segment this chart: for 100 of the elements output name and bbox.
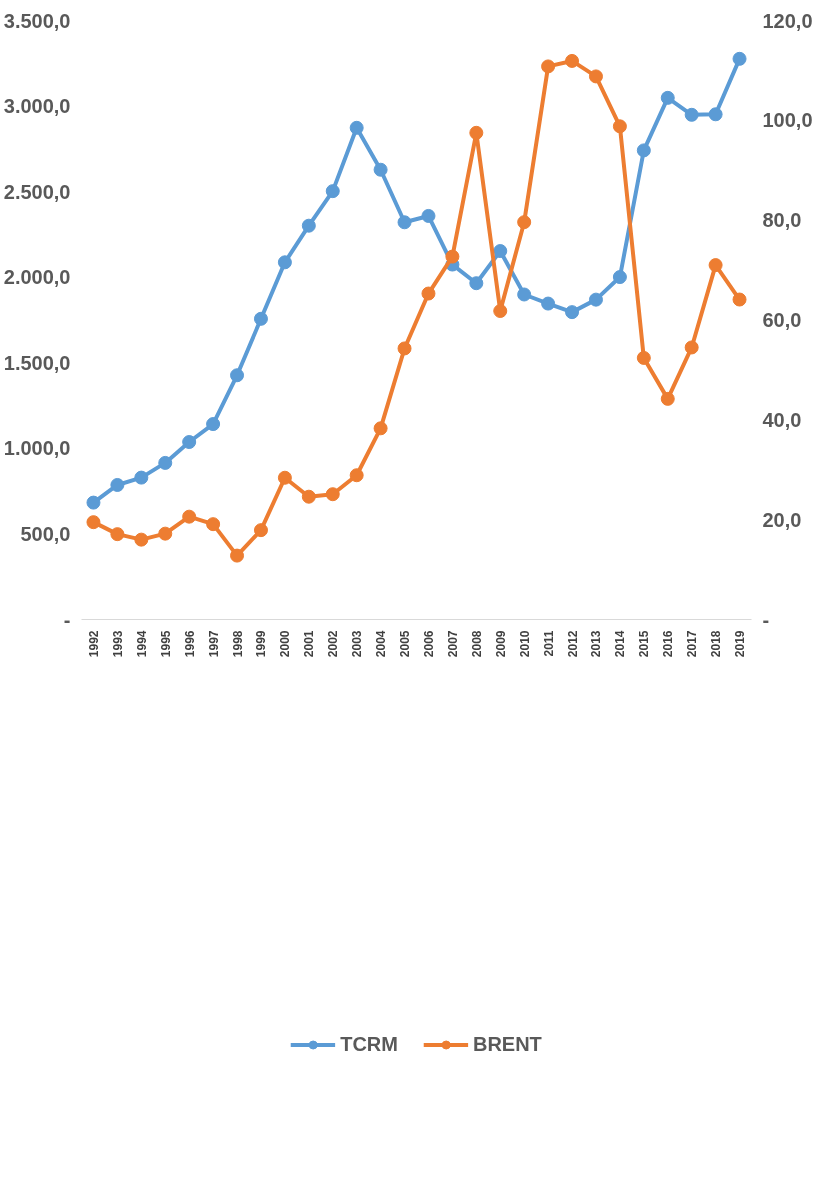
x-tick-label: 2004 [374, 630, 389, 658]
x-tick-label: 2014 [613, 630, 628, 658]
point [684, 340, 699, 355]
point [206, 417, 221, 432]
point [397, 215, 412, 230]
x-tick-label: 2015 [637, 630, 652, 658]
point [708, 107, 723, 122]
point [565, 305, 580, 320]
point [373, 421, 388, 436]
point [732, 51, 747, 66]
point [325, 184, 340, 199]
x-tick-label: 2006 [421, 630, 436, 658]
point [660, 391, 675, 406]
y-tick-label: 3.000,0 [3, 95, 71, 118]
x-tick-label: 2003 [350, 630, 365, 658]
point [277, 255, 292, 270]
y-tick-label: 2.500,0 [3, 180, 71, 203]
x-tick-label: 2009 [493, 630, 508, 658]
point [565, 53, 580, 68]
point [684, 107, 699, 122]
point [158, 526, 173, 541]
point [206, 517, 221, 532]
legend-label: TCRM [340, 1032, 398, 1056]
point [732, 292, 747, 307]
point [493, 304, 508, 318]
y-tick-label: 3.500,0 [3, 9, 71, 32]
x-tick-label: 2000 [278, 630, 293, 658]
point [397, 341, 412, 356]
x-tick-label: 2007 [445, 630, 460, 658]
point [230, 368, 245, 383]
point [636, 143, 651, 158]
point [373, 162, 388, 177]
y2-tick-label: 20,0 [762, 508, 802, 531]
point [349, 468, 364, 483]
x-tick-label: 1992 [86, 630, 101, 658]
x-tick-label: 2016 [661, 630, 676, 658]
y2-tick-label: 40,0 [762, 408, 802, 431]
point [86, 515, 101, 530]
y-tick-label: 500,0 [20, 522, 71, 545]
x-tick-label: 2005 [398, 630, 413, 658]
point [110, 477, 125, 492]
point [134, 532, 149, 547]
point [541, 59, 556, 74]
point [588, 69, 603, 84]
x-tick-label: 2011 [541, 630, 556, 657]
point [421, 286, 436, 301]
point [469, 125, 484, 140]
y-tick-label: - [63, 608, 71, 631]
point [708, 258, 723, 273]
point [182, 509, 197, 524]
point [301, 489, 316, 504]
point [158, 455, 173, 470]
point [493, 244, 508, 259]
x-tick-label: 1996 [182, 630, 197, 658]
point [541, 296, 556, 311]
point [517, 215, 532, 230]
point [110, 527, 125, 542]
point [588, 292, 603, 307]
x-tick-label: 1997 [206, 630, 221, 658]
point [253, 311, 268, 326]
x-tick-label: 2017 [685, 630, 700, 658]
x-tick-label: 2018 [709, 630, 724, 658]
x-tick-label: 2019 [733, 630, 748, 658]
y2-tick-label: 60,0 [762, 309, 802, 331]
x-tick-label: 2001 [302, 630, 317, 658]
legend-label: BRENT [472, 1032, 542, 1056]
x-tick-label: 1995 [158, 630, 173, 658]
point [86, 495, 101, 510]
point [301, 218, 316, 233]
y2-tick-label: 120,0 [762, 9, 813, 32]
point [134, 470, 149, 485]
point [517, 287, 532, 302]
x-tick-label: 1993 [110, 630, 125, 658]
point [612, 270, 627, 285]
y2-tick-label: - [762, 608, 770, 631]
point [349, 120, 364, 135]
y2-tick-label: 100,0 [762, 109, 813, 132]
point [469, 276, 484, 291]
point [253, 523, 268, 538]
point [660, 90, 675, 105]
point [325, 487, 340, 502]
point [445, 249, 460, 264]
x-tick-label: 2013 [589, 630, 604, 658]
y-tick-label: 1.000,0 [3, 437, 71, 460]
x-tick-label: 1998 [230, 630, 245, 658]
point [277, 470, 292, 485]
point [636, 350, 651, 365]
x-tick-label: 2012 [565, 630, 580, 658]
x-tick-label: 2002 [326, 630, 341, 658]
y2-tick-label: 80,0 [762, 209, 802, 232]
x-tick-label: 1994 [134, 630, 149, 658]
point [182, 435, 197, 450]
x-tick-label: 2010 [517, 630, 532, 658]
x-tick-label: 2008 [469, 630, 484, 658]
point [230, 548, 245, 563]
y-tick-label: 1.500,0 [3, 351, 71, 374]
point [421, 208, 436, 223]
x-tick-label: 1999 [254, 630, 269, 658]
y-tick-label: 2.000,0 [3, 266, 71, 289]
point [612, 119, 627, 134]
